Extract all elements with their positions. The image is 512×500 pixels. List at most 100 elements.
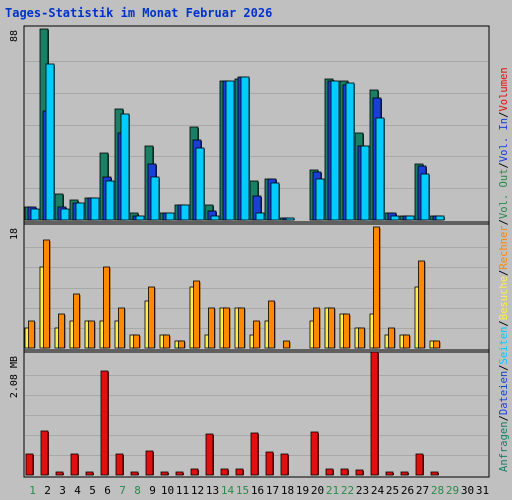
bar-rechner-day-9 [148, 286, 155, 349]
bar-rechner-day-28 [433, 340, 440, 349]
bar-rechner-day-18 [283, 340, 290, 349]
bar-volumen-day-21 [325, 468, 334, 476]
bar-volumen-day-12 [190, 468, 199, 476]
x-tick-label: 28 [431, 484, 444, 497]
bar-seiten-day-13 [210, 215, 220, 221]
bar-seiten-day-26 [405, 215, 415, 221]
bar-seiten-day-17 [270, 182, 280, 221]
bar-rechner-day-17 [268, 300, 275, 349]
bar-seiten-day-20 [315, 178, 325, 221]
bar-rechner-day-2 [43, 239, 50, 349]
bar-rechner-day-11 [178, 340, 185, 349]
bar-rechner-day-7 [118, 307, 125, 349]
x-tick-label: 17 [266, 484, 279, 497]
bar-seiten-day-9 [150, 176, 160, 221]
legend-anfragen: Anfragen [498, 421, 510, 472]
bar-volumen-day-5 [85, 471, 94, 476]
bar-volumen-day-2 [40, 430, 49, 476]
bar-volumen-day-8 [130, 471, 139, 476]
bar-seiten-day-11 [180, 204, 190, 221]
x-tick-label: 10 [161, 484, 174, 497]
bar-volumen-day-24 [370, 351, 379, 476]
legend--: / [498, 219, 510, 225]
x-tick-label: 25 [386, 484, 399, 497]
bar-seiten-day-23 [360, 145, 370, 221]
x-tick-label: 23 [356, 484, 369, 497]
bar-rechner-day-23 [358, 327, 365, 349]
x-tick-label: 2 [44, 484, 51, 497]
bar-volumen-day-4 [70, 453, 79, 476]
bar-seiten-day-24 [375, 117, 385, 221]
legend-volumen: Volumen [498, 67, 510, 111]
chart-title: Tages-Statistik im Monat Februar 2026 [5, 6, 273, 20]
bar-seiten-day-18 [285, 217, 295, 221]
bar-seiten-day-22 [345, 82, 355, 221]
bar-volumen-day-6 [100, 370, 109, 476]
bar-seiten-day-5 [90, 197, 100, 221]
x-tick-label: 13 [206, 484, 219, 497]
x-tick-label: 27 [416, 484, 429, 497]
bar-volumen-day-9 [145, 450, 154, 476]
bar-volumen-day-11 [175, 471, 184, 476]
bar-rechner-day-1 [28, 320, 35, 349]
bar-rechner-day-13 [208, 307, 215, 349]
bar-rechner-day-24 [373, 226, 380, 349]
panel-border [23, 351, 490, 478]
bar-volumen-day-13 [205, 433, 214, 476]
bar-seiten-day-16 [255, 212, 265, 221]
bar-seiten-day-1 [30, 208, 40, 221]
legend-besuche: Besuche [498, 276, 510, 320]
x-tick-label: 5 [89, 484, 96, 497]
x-tick-label: 7 [119, 484, 126, 497]
x-tick-label: 6 [104, 484, 111, 497]
bar-volumen-day-15 [235, 468, 244, 476]
x-tick-label: 19 [296, 484, 309, 497]
x-tick-label: 24 [371, 484, 385, 497]
bar-seiten-day-6 [105, 180, 115, 221]
bar-seiten-day-3 [60, 208, 70, 221]
x-tick-label: 29 [446, 484, 459, 497]
bar-volumen-day-17 [265, 451, 274, 476]
bar-volumen-day-27 [415, 453, 424, 476]
bar-rechner-day-27 [418, 260, 425, 349]
x-tick-label: 31 [476, 484, 489, 497]
x-tick-label: 21 [326, 484, 339, 497]
x-tick-label: 14 [221, 484, 235, 497]
x-tick-label: 1 [29, 484, 36, 497]
legend-vol-out: Vol. Out [498, 168, 510, 219]
bar-seiten-day-10 [165, 212, 175, 221]
bar-rechner-day-6 [103, 266, 110, 349]
bar-rechner-day-8 [133, 334, 140, 349]
legend--: / [498, 320, 510, 326]
bar-volumen-day-14 [220, 468, 229, 476]
bar-volumen-day-16 [250, 432, 259, 476]
bar-seiten-day-14 [225, 80, 235, 221]
legend-vol-in: Vol. In [498, 118, 510, 162]
x-tick-label: 4 [74, 484, 81, 497]
right-legend: Anfragen/Dateien/Seiten/Besuche/Rechner/… [498, 67, 510, 472]
bar-seiten-day-12 [195, 147, 205, 221]
legend--: / [498, 112, 510, 118]
legend--: / [498, 415, 510, 421]
bar-volumen-day-25 [385, 471, 394, 476]
panel-border [23, 25, 490, 223]
bar-volumen-day-18 [280, 453, 289, 476]
bar-rechner-day-20 [313, 307, 320, 349]
bar-volumen-day-23 [355, 469, 364, 476]
bar-seiten-day-27 [420, 173, 430, 221]
x-tick-label: 26 [401, 484, 414, 497]
bar-seiten-day-7 [120, 113, 130, 221]
bar-seiten-day-15 [240, 76, 250, 221]
x-tick-label: 20 [311, 484, 324, 497]
x-tick-label: 11 [176, 484, 189, 497]
y-max-label: 18 [9, 228, 20, 240]
bar-volumen-day-28 [430, 471, 439, 476]
bar-volumen-day-10 [160, 471, 169, 476]
y-max-label: 2.08 MB [9, 356, 20, 398]
bar-rechner-day-4 [73, 293, 80, 349]
bar-rechner-day-26 [403, 334, 410, 349]
bar-rechner-day-25 [388, 327, 395, 349]
bar-seiten-day-2 [45, 63, 55, 221]
